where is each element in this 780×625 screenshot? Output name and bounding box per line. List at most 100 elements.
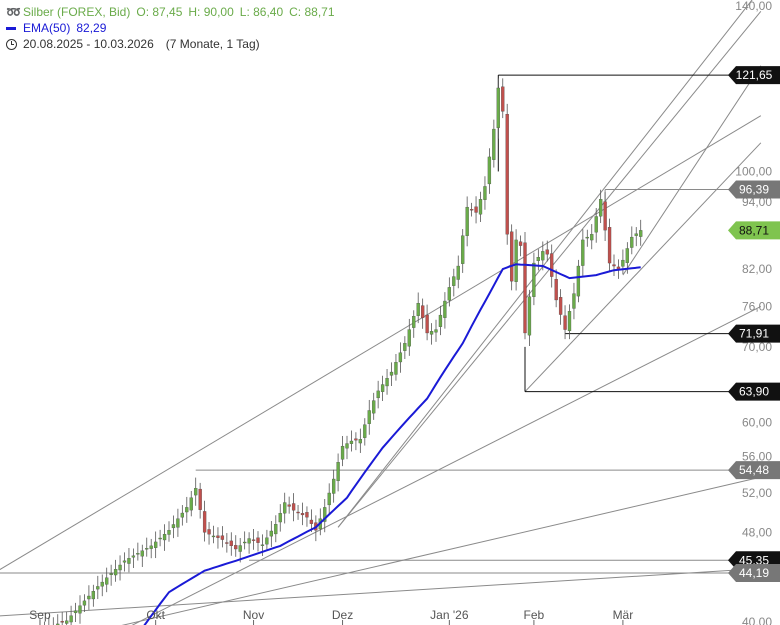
candle-body <box>478 199 483 215</box>
candle-body <box>496 87 500 128</box>
candle-body <box>118 564 122 571</box>
date-range: 20.08.2025 - 10.03.2026 <box>23 37 154 51</box>
ema50-line <box>143 263 641 625</box>
candle-body <box>185 507 189 513</box>
ema-line-icon <box>6 26 16 30</box>
legend-ema-row: EMA(50) 82,29 <box>6 20 335 36</box>
level-tag: 54,48 <box>728 461 780 480</box>
candle-body <box>349 440 354 444</box>
current-price-tag: 88,71 <box>728 221 780 240</box>
x-tick-label: Sep <box>29 608 51 622</box>
candle-body <box>438 314 443 327</box>
candle-body <box>105 577 109 585</box>
candle-body <box>630 236 634 248</box>
candle-body <box>523 242 527 334</box>
candle-body <box>474 206 478 213</box>
candle-body <box>536 257 540 262</box>
candle-body <box>447 287 452 301</box>
candle-body <box>202 511 207 533</box>
x-tick-label: Feb <box>524 608 545 622</box>
candle-body <box>634 233 638 236</box>
candle-body <box>234 545 238 550</box>
candle-body <box>140 550 144 557</box>
candle-body <box>300 513 305 516</box>
candle-body <box>501 86 505 112</box>
candle-body <box>581 239 585 266</box>
candle-body <box>398 352 403 363</box>
candle-body <box>260 544 265 546</box>
candle-body <box>256 537 260 543</box>
trend-line <box>622 65 762 276</box>
candle-body <box>162 533 167 541</box>
candle-body <box>336 462 340 482</box>
candle-body <box>73 610 78 614</box>
candle-body <box>296 511 300 514</box>
candle-body <box>171 524 176 529</box>
candlestick-icon: ➿ <box>6 5 21 19</box>
trend-line <box>524 142 762 393</box>
candle-body <box>554 279 558 301</box>
y-tick-label: 100,00 <box>735 164 772 178</box>
ema-value: 82,29 <box>76 21 107 35</box>
candle-body <box>167 530 171 535</box>
candle-body <box>612 264 616 267</box>
price-tag-label: 63,90 <box>739 385 769 399</box>
low-value: L: 86,40 <box>239 5 284 19</box>
level-tag: 96,39 <box>728 180 780 199</box>
candle-body <box>136 553 140 555</box>
candle-body <box>109 573 113 576</box>
candle-body <box>380 384 385 392</box>
candle-body <box>541 251 545 261</box>
candle-body <box>407 329 411 347</box>
level-tag: 121,65 <box>728 66 780 85</box>
candle-body <box>376 390 380 399</box>
candle-body <box>100 581 104 587</box>
legend-range-row: 20.08.2025 - 10.03.2026 (7 Monate, 1 Tag… <box>6 36 335 52</box>
candle-body <box>56 623 60 625</box>
candle-body <box>518 241 523 246</box>
candle-body <box>145 548 149 550</box>
trend-lines-layer <box>0 0 762 625</box>
candle-body <box>309 519 314 524</box>
open-value: O: 87,45 <box>136 5 183 19</box>
clock-icon <box>6 38 17 50</box>
candle-body <box>550 253 554 277</box>
trend-line <box>121 476 761 625</box>
y-tick-label: 70,00 <box>742 340 772 354</box>
candle-body <box>323 507 327 522</box>
candle-body <box>176 518 180 528</box>
candle-body <box>594 216 598 233</box>
level-tag: 44,19 <box>728 564 780 583</box>
candle-body <box>216 535 220 538</box>
candle-body <box>247 538 251 544</box>
candle-body <box>425 314 429 334</box>
candle-body <box>603 201 607 231</box>
candle-body <box>607 227 612 264</box>
candle-body <box>621 259 625 267</box>
candle-body <box>599 199 603 217</box>
price-tag-shape <box>728 564 780 583</box>
candle-body <box>331 478 336 494</box>
candle-body <box>91 591 95 600</box>
candle-body <box>443 300 447 318</box>
candle-body <box>251 539 256 541</box>
candles-layer <box>39 78 643 625</box>
ema-layer <box>143 263 641 625</box>
candle-body <box>469 209 474 211</box>
candle-body <box>487 156 492 185</box>
candle-body <box>265 537 269 545</box>
trend-line <box>131 305 762 625</box>
candle-body <box>274 524 278 535</box>
candle-body <box>158 537 162 540</box>
candle-body <box>505 114 509 235</box>
legend-instrument-row: ➿ Silber (FOREX, Bid) O: 87,45 H: 90,00 … <box>6 4 335 20</box>
price-tag-shape <box>728 382 780 401</box>
candle-body <box>327 492 331 506</box>
candle-body <box>403 343 407 351</box>
price-tag-shape <box>728 180 780 199</box>
candle-body <box>87 595 91 600</box>
candle-body <box>420 305 425 318</box>
candle-body <box>82 600 87 606</box>
x-tick-label: Okt <box>146 608 165 622</box>
